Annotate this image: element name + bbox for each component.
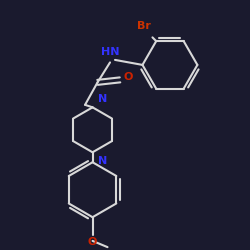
Text: Br: Br — [137, 21, 151, 31]
Text: N: N — [98, 156, 107, 166]
Text: O: O — [124, 72, 133, 83]
Text: HN: HN — [101, 48, 119, 58]
Text: N: N — [98, 94, 107, 104]
Text: O: O — [88, 237, 97, 247]
